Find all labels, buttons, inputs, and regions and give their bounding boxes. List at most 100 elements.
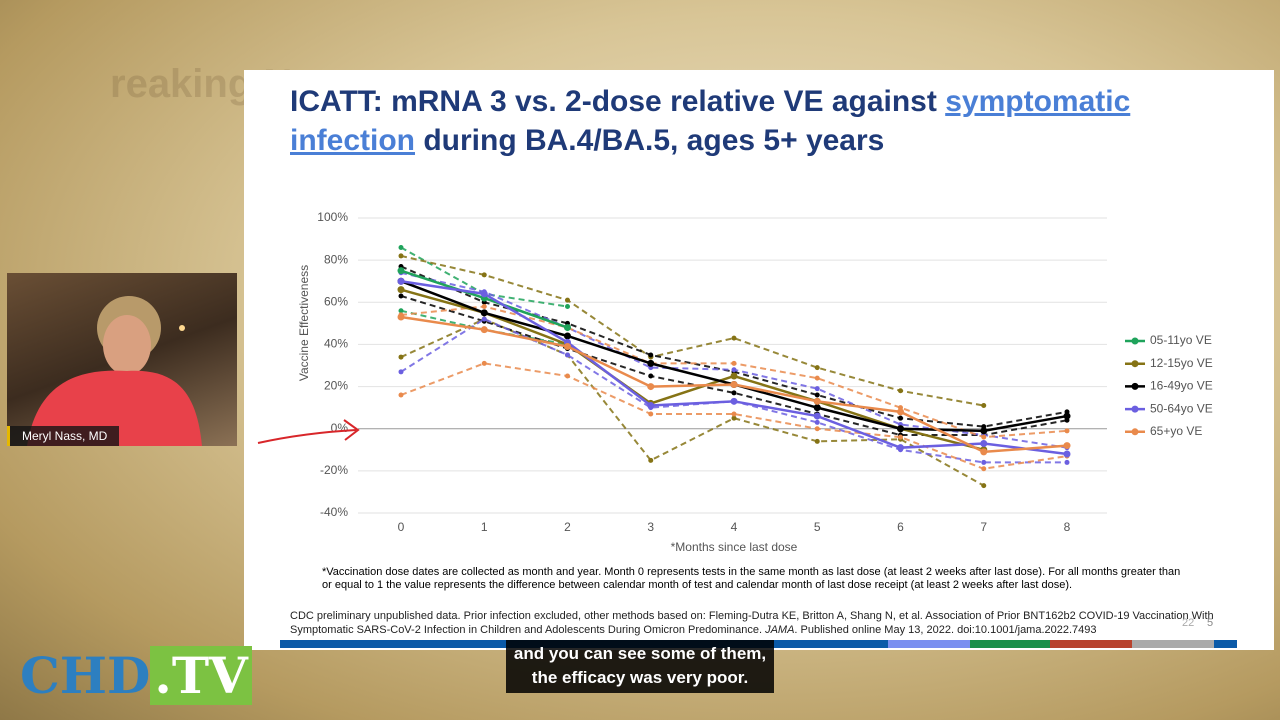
x-axis-label: *Months since last dose: [671, 540, 798, 554]
legend-label: 16-49yo VE: [1150, 379, 1213, 393]
point: [397, 313, 405, 321]
y-tick-label: 40%: [324, 337, 348, 351]
ci-marker: [731, 390, 737, 396]
title-link: symptomatic infection: [290, 85, 1131, 157]
ci-marker: [565, 297, 570, 303]
point: [730, 380, 738, 388]
legend-marker: [1131, 405, 1139, 413]
ci-marker: [981, 403, 987, 409]
point: [1063, 412, 1071, 420]
ci-marker: [1064, 459, 1070, 465]
face: [103, 315, 151, 375]
ci-marker: [981, 459, 987, 465]
legend-marker: [1131, 382, 1139, 390]
point: [647, 383, 655, 391]
ci-marker: [731, 415, 737, 421]
light: [179, 325, 185, 331]
ci-marker: [398, 392, 404, 398]
y-axis-label: Vaccine Effectiveness: [297, 265, 311, 381]
point: [564, 332, 571, 340]
ci-marker: [898, 434, 903, 440]
x-tick-label: 0: [398, 520, 405, 534]
legend-label: 12-15yo VE: [1150, 356, 1213, 370]
ci-marker: [814, 365, 820, 371]
ci-marker: [814, 426, 820, 432]
legend-label: 65+yo VE: [1150, 424, 1202, 438]
ci-marker: [814, 392, 820, 398]
ci-marker: [731, 360, 737, 366]
page-number: 22: [1182, 617, 1195, 629]
slide: [244, 70, 1274, 650]
color-bar: [1214, 640, 1237, 648]
x-tick-label: 8: [1064, 520, 1071, 534]
ci-marker: [481, 316, 487, 322]
ci-marker: [398, 293, 404, 299]
ci-marker: [481, 360, 487, 366]
ci-marker: [648, 373, 654, 379]
ci-marker: [481, 304, 487, 309]
point: [813, 397, 821, 405]
y-tick-label: -20%: [320, 463, 348, 477]
point: [647, 359, 655, 367]
point: [397, 286, 405, 294]
source: CDC preliminary unpublished data. Prior …: [290, 609, 1240, 637]
point: [480, 326, 488, 334]
subtitle: and you can see some of them, the efficac…: [506, 640, 774, 693]
y-tick-label: 20%: [324, 379, 348, 393]
x-tick-label: 2: [564, 520, 571, 534]
ci-marker: [981, 483, 987, 489]
y-tick-label: 80%: [324, 252, 348, 266]
slide-title: ICATT: mRNA 3 vs. 2-dose relative VE aga…: [290, 82, 1250, 160]
ci-marker: [648, 457, 654, 463]
y-tick-label: 60%: [324, 294, 348, 308]
ci-line: [400, 318, 985, 487]
logo-main: CHD: [20, 646, 151, 705]
annotation-arrow: [257, 419, 360, 444]
subtitle-line: and you can see some of them,: [513, 644, 767, 663]
source-part: CDC preliminary unpublished data. Prior …: [290, 610, 1214, 636]
ci-marker: [731, 367, 737, 373]
ci-marker: [398, 308, 404, 314]
y-tick-label: -40%: [320, 505, 348, 519]
ci-marker: [814, 419, 820, 425]
title-part: ICATT: mRNA 3 vs. 2-dose relative VE aga…: [290, 85, 946, 118]
page-number: 5: [1207, 617, 1214, 629]
legend-marker: [1131, 428, 1139, 436]
webcam: [7, 273, 237, 446]
source-part: . Published online May 13, 2022. doi:10.…: [794, 624, 1097, 636]
arrow-line: [257, 429, 357, 444]
x-tick-label: 5: [814, 520, 821, 534]
subtitle-line: the efficacy was very poor.: [531, 668, 749, 687]
point: [730, 372, 738, 380]
ci-marker: [814, 375, 820, 381]
y-tick-label: 100%: [317, 210, 348, 224]
point: [564, 324, 571, 332]
point: [397, 267, 405, 275]
point: [897, 408, 904, 416]
point: [480, 290, 488, 298]
ci-marker: [565, 373, 570, 379]
point: [564, 343, 571, 351]
point: [980, 439, 988, 447]
ci-marker: [981, 434, 987, 440]
webcam-image: [27, 296, 202, 446]
ci-line: [400, 271, 1068, 449]
ci-marker: [814, 438, 820, 444]
color-bar: [970, 640, 1050, 648]
ci-marker: [898, 388, 903, 394]
logo: CHD.TV: [20, 646, 252, 705]
legend-marker: [1131, 337, 1139, 345]
journal: JAMA: [765, 624, 795, 636]
ci-marker: [731, 411, 737, 417]
legend-label: 05-11yo VE: [1150, 333, 1212, 347]
ci-marker: [648, 352, 654, 358]
point: [980, 448, 988, 456]
point: [897, 425, 904, 433]
ci-line: [400, 295, 1068, 437]
color-bar: [1050, 640, 1132, 648]
color-bar: [888, 640, 970, 648]
point: [1063, 450, 1071, 458]
ci-marker: [731, 335, 737, 341]
ci-line: [400, 254, 984, 407]
